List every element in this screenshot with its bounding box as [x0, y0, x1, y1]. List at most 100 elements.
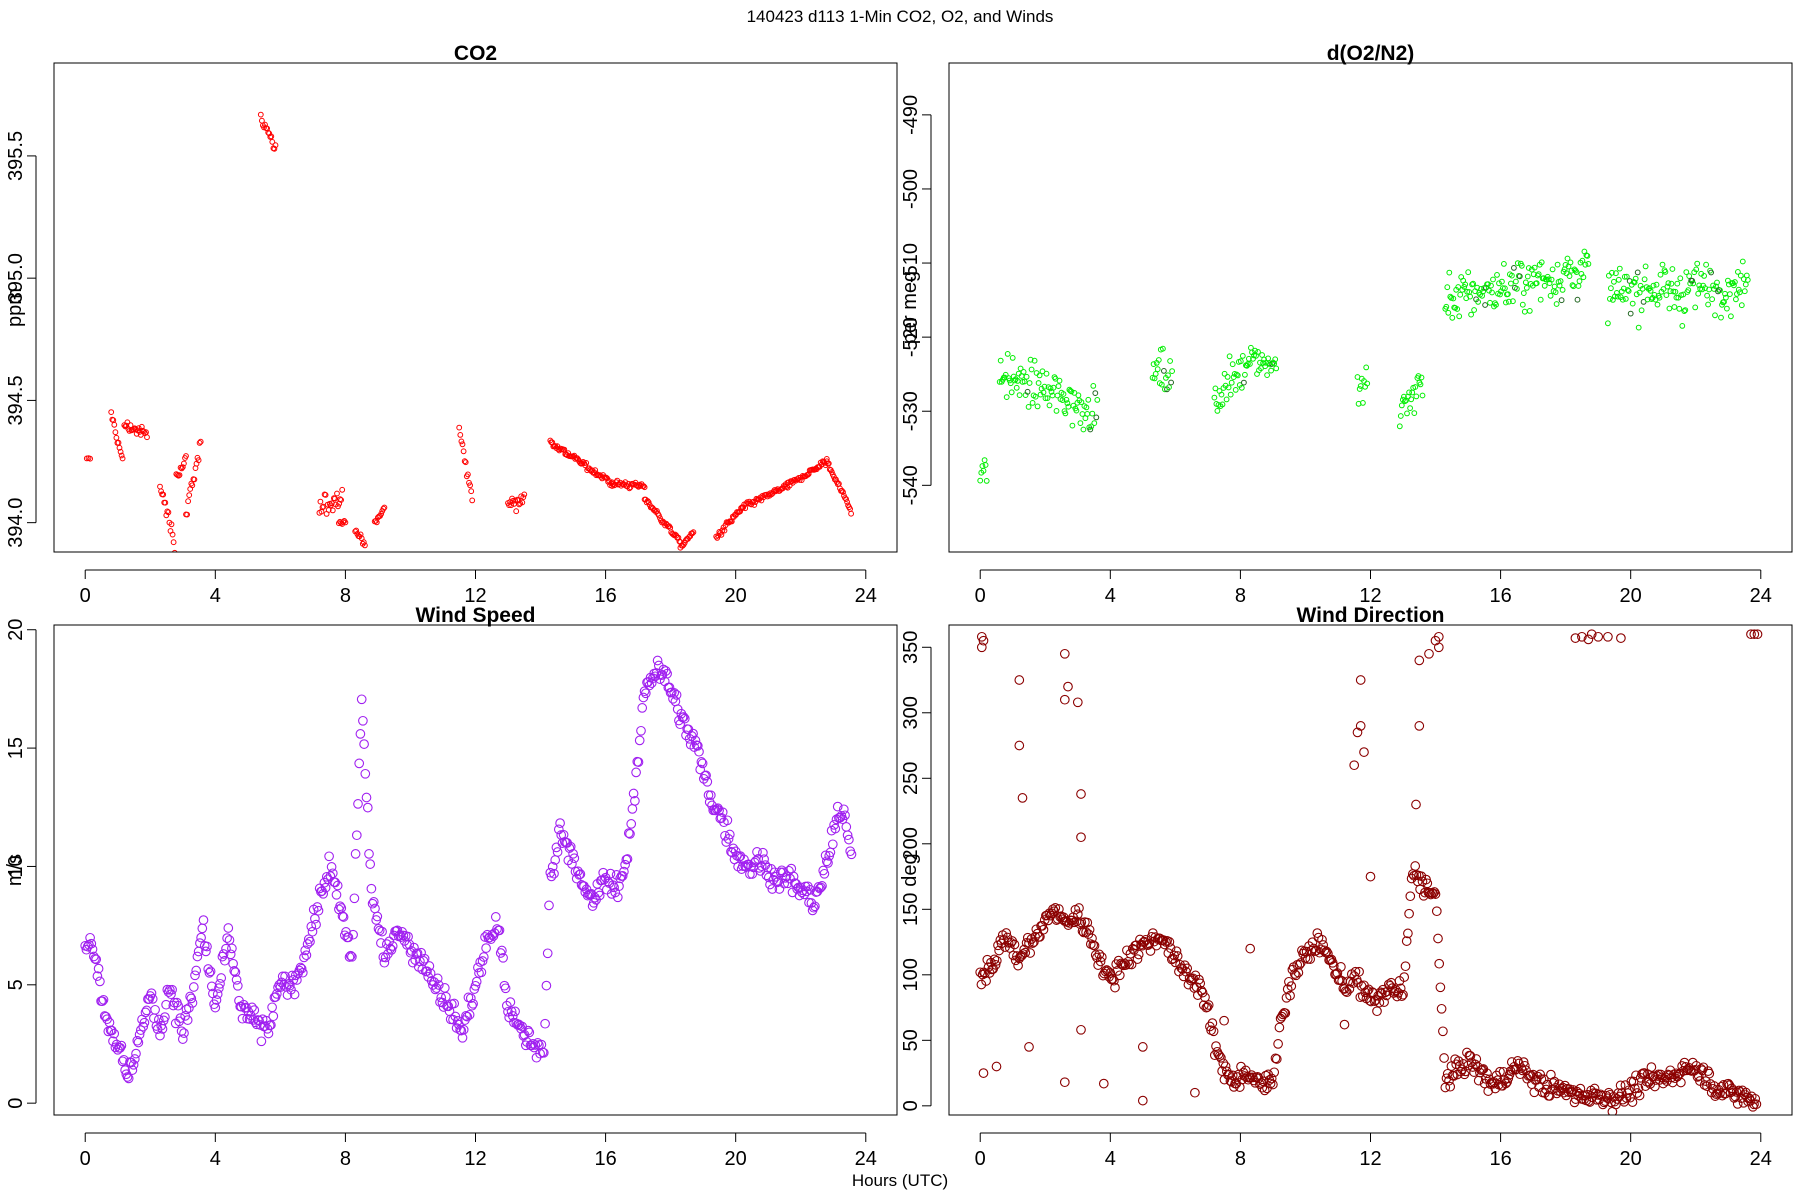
- o2n2-point: [1004, 351, 1011, 357]
- co2-point: [271, 145, 278, 152]
- wind-speed-point: [626, 819, 637, 829]
- wind-direction-point: [1190, 1087, 1200, 1098]
- wind-speed-x-tick-label: 24: [855, 1148, 877, 1170]
- co2-point: [164, 508, 171, 515]
- co2-point: [458, 438, 465, 445]
- o2n2-point: [1538, 259, 1545, 266]
- wind-direction-point: [1317, 934, 1327, 945]
- wind-speed-point: [359, 739, 369, 749]
- o2n2-point: [1092, 390, 1099, 397]
- co2-point: [641, 484, 648, 491]
- wind-speed-point: [838, 804, 849, 815]
- wind-speed-point: [429, 977, 439, 987]
- wind-speed-point: [630, 796, 640, 806]
- wind-direction-point: [1345, 976, 1356, 987]
- o2n2-point: [1255, 349, 1261, 355]
- wind-speed-point: [297, 967, 308, 978]
- o2n2-point: [1676, 305, 1683, 312]
- wind-direction-point: [1424, 648, 1434, 659]
- wind-speed-x-tick-label: 4: [210, 1148, 221, 1170]
- wind-speed-point: [129, 1054, 140, 1064]
- wind-speed-point: [192, 951, 203, 962]
- wind-direction-point: [1554, 1079, 1564, 1090]
- o2n2-point: [1690, 280, 1697, 287]
- wind-speed-point: [568, 848, 578, 859]
- wind-direction-point: [1075, 919, 1086, 929]
- o2n2-point: [1221, 370, 1228, 377]
- o2n2-point: [1029, 400, 1036, 406]
- o2n2-point: [1683, 269, 1690, 276]
- o2n2-point: [1694, 260, 1701, 267]
- o2n2-point: [1738, 302, 1745, 309]
- o2n2-point: [1732, 279, 1738, 285]
- wind-direction-point: [1029, 937, 1039, 947]
- wind-speed-point: [424, 961, 435, 971]
- o2n2-point: [1227, 391, 1234, 398]
- wind-direction-point: [1025, 948, 1036, 958]
- wind-direction-point: [1046, 908, 1057, 919]
- wind-direction-point: [1349, 760, 1360, 771]
- wind-speed-point: [817, 881, 827, 891]
- o2n2-point: [1218, 391, 1225, 398]
- o2n2-point: [1672, 288, 1679, 295]
- co2-point: [506, 502, 512, 509]
- o2n2-plot-frame: [948, 62, 1793, 553]
- wind-speed-point: [102, 1014, 112, 1025]
- wind-speed-point: [452, 1016, 463, 1026]
- o2n2-point: [1009, 355, 1016, 361]
- wind-direction-point: [1519, 1060, 1530, 1071]
- wind-speed-point: [97, 996, 108, 1007]
- o2n2-point: [1733, 296, 1739, 303]
- wind-direction-point: [1403, 928, 1413, 939]
- o2n2-point: [1363, 364, 1370, 371]
- co2-point: [171, 549, 178, 552]
- co2-point: [189, 482, 196, 489]
- wind-direction-point: [1495, 1066, 1505, 1077]
- o2n2-point: [1631, 279, 1638, 286]
- wind-speed-y-tick-label: 20: [5, 619, 27, 641]
- co2-x-tick-label: 16: [594, 585, 616, 607]
- o2n2-point: [1713, 283, 1719, 290]
- o2n2-point: [1024, 388, 1031, 395]
- wind-speed-point: [176, 1026, 187, 1037]
- o2n2-point: [1167, 358, 1173, 364]
- wind-speed-point: [187, 998, 198, 1008]
- wind-speed-point: [544, 900, 554, 911]
- o2n2-point: [1467, 293, 1473, 300]
- wind-speed-point: [609, 882, 619, 893]
- wind-speed-point: [173, 1000, 183, 1011]
- wind-speed-point: [614, 881, 624, 892]
- wind-speed-point: [720, 830, 730, 841]
- o2n2-point: [1166, 384, 1172, 391]
- wind-speed-point: [98, 994, 109, 1005]
- o2n2-point: [1496, 280, 1502, 287]
- o2n2-point: [1417, 381, 1424, 388]
- wind-direction-point: [975, 967, 986, 978]
- wind-direction-point: [1601, 1090, 1612, 1101]
- wind-direction-point: [1355, 721, 1366, 731]
- wind-direction-point: [1365, 871, 1376, 882]
- co2-point: [656, 512, 662, 519]
- o2n2-point: [1554, 261, 1561, 268]
- wind-direction-point: [986, 957, 996, 968]
- wind-direction-point: [1074, 903, 1084, 913]
- co2-x-tick-label: 0: [80, 585, 91, 607]
- wind-speed-point: [464, 1009, 475, 1020]
- wind-direction-y-axis: 0 50 100 150 200 250 300 350: [900, 631, 932, 1111]
- wind-speed-point: [313, 905, 324, 916]
- wind-speed-point: [761, 870, 772, 881]
- wind-speed-point: [823, 858, 833, 868]
- wind-speed-point: [588, 897, 599, 908]
- wind-speed-point: [184, 1003, 194, 1013]
- co2-point: [357, 531, 364, 538]
- wind-direction-point: [1109, 975, 1119, 986]
- o2n2-point: [1413, 393, 1420, 400]
- o2n2-point: [1250, 355, 1256, 362]
- o2n2-point: [1552, 289, 1559, 296]
- o2n2-point: [1073, 407, 1080, 414]
- wind-direction-point: [1089, 940, 1100, 951]
- o2n2-point: [1050, 384, 1057, 391]
- wind-direction-point: [991, 955, 1002, 966]
- wind-direction-point: [1197, 987, 1208, 998]
- wind-direction-x-tick-label: 12: [1359, 1148, 1381, 1170]
